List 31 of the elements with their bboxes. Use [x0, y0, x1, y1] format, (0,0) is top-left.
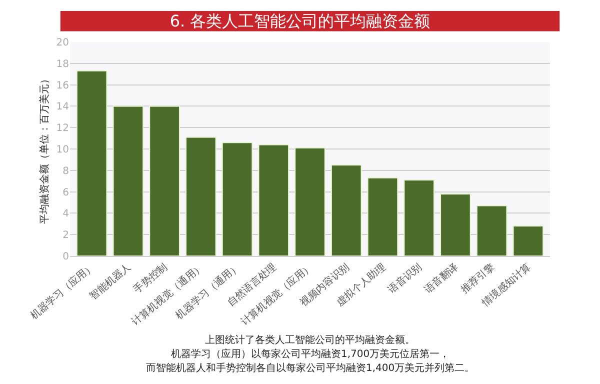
y-tick-label: 4 [62, 208, 69, 220]
bar [258, 144, 290, 256]
bar [476, 205, 508, 256]
bar [404, 180, 434, 256]
y-tick-label: 2 [62, 230, 69, 242]
bar [149, 106, 180, 256]
y-tick-label: 10 [56, 144, 69, 156]
bar [367, 177, 398, 256]
chart-title: 6. 各类人工智能公司的平均融资金额 [170, 12, 430, 31]
y-tick-label: 16 [56, 80, 69, 92]
bar [512, 226, 544, 256]
bar [294, 147, 326, 256]
bar [222, 142, 253, 256]
x-tick-label: 语音翻译 [422, 260, 461, 296]
y-tick-label: 8 [62, 166, 69, 177]
y-tick-label: 20 [56, 38, 69, 48]
bar [186, 136, 216, 256]
y-tick-label: 12 [56, 123, 69, 134]
y-tick-label: 0 [62, 252, 69, 262]
y-tick-label: 14 [56, 102, 69, 113]
x-tick-label: 语音识别 [386, 260, 424, 296]
text: 机器学习（应用）以每家公司平均融资1,700万美元位居第一， [171, 348, 450, 360]
text: 上图统计了各类人工智能公司的平均融资金额。 [205, 334, 415, 346]
y-axis-title: 平均融资金额（单位：百万美元） [38, 74, 50, 224]
y-tick-label: 18 [56, 58, 69, 70]
bar [76, 70, 108, 256]
text: 而智能机器人和手势控制各自以每家公司平均融资1,400万美元并列第二。 [146, 362, 475, 374]
bar [440, 193, 471, 256]
bar [112, 106, 144, 256]
y-tick-label: 6 [62, 187, 69, 198]
bar [330, 164, 362, 256]
